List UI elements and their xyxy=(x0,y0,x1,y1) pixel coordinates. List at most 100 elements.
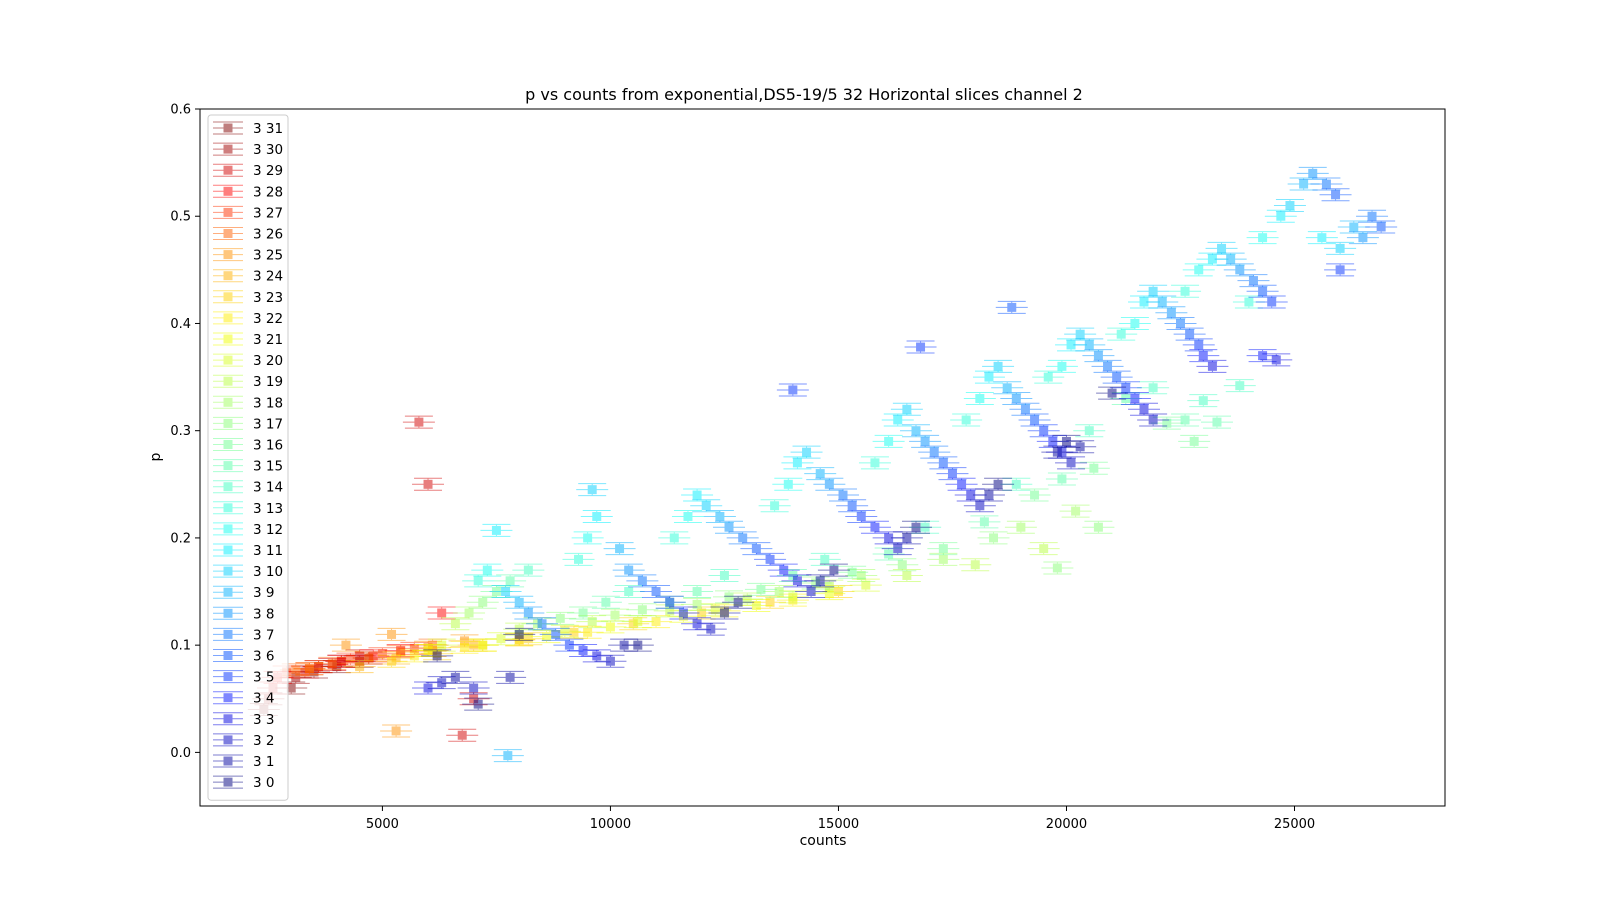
data-point xyxy=(1105,327,1138,341)
data-marker xyxy=(432,651,442,661)
data-marker xyxy=(1376,222,1386,232)
data-marker xyxy=(473,576,483,586)
data-marker xyxy=(884,436,894,446)
data-marker xyxy=(1299,179,1309,189)
data-marker xyxy=(692,619,702,629)
data-marker xyxy=(893,415,903,425)
data-point xyxy=(1264,209,1297,223)
data-marker xyxy=(902,570,912,580)
data-marker xyxy=(984,372,994,382)
data-marker xyxy=(815,469,825,479)
legend-item: 3 18 xyxy=(213,395,283,411)
data-marker xyxy=(437,608,447,618)
data-marker xyxy=(820,554,830,564)
data-marker xyxy=(501,587,511,597)
legend-swatch xyxy=(213,585,243,599)
legend-item: 3 29 xyxy=(213,163,283,179)
data-point xyxy=(858,520,891,534)
data-point xyxy=(918,445,951,459)
legend-label: 3 18 xyxy=(253,395,283,411)
data-point xyxy=(503,595,536,609)
legend-item: 3 19 xyxy=(213,374,283,390)
data-point xyxy=(1205,241,1238,255)
data-marker xyxy=(605,622,615,632)
data-point xyxy=(963,392,996,406)
legend-label: 3 9 xyxy=(253,585,274,601)
data-point xyxy=(1169,413,1202,427)
data-point xyxy=(512,606,545,620)
legend-swatch xyxy=(213,205,243,219)
data-point xyxy=(945,477,978,491)
data-marker xyxy=(806,587,816,597)
data-marker xyxy=(1198,351,1208,361)
data-marker xyxy=(1212,417,1222,427)
data-marker xyxy=(1107,388,1117,398)
data-marker xyxy=(514,629,524,639)
data-point xyxy=(580,649,613,663)
data-point xyxy=(548,624,581,638)
data-point xyxy=(836,565,869,579)
data-marker xyxy=(450,672,460,682)
data-point xyxy=(576,483,609,497)
data-point xyxy=(439,670,472,684)
data-point xyxy=(1082,520,1115,534)
data-marker xyxy=(1358,233,1368,243)
data-marker xyxy=(437,678,447,688)
data-point xyxy=(457,692,490,706)
data-point xyxy=(462,697,495,711)
data-marker xyxy=(938,458,948,468)
data-point xyxy=(890,568,923,582)
legend-swatch xyxy=(213,670,243,684)
data-point xyxy=(453,606,486,620)
data-marker xyxy=(1093,522,1103,532)
legend-swatch xyxy=(213,269,243,283)
legend-label: 3 21 xyxy=(253,332,283,348)
data-marker xyxy=(788,385,798,395)
data-point xyxy=(1082,349,1115,363)
series-3-11 xyxy=(480,209,1338,537)
legend-label: 3 13 xyxy=(253,501,283,517)
data-marker xyxy=(1007,302,1017,312)
data-point xyxy=(448,640,481,654)
data-marker xyxy=(592,651,602,661)
data-marker xyxy=(1052,563,1062,573)
legend-swatch xyxy=(213,606,243,620)
data-marker xyxy=(692,587,702,597)
legend-swatch xyxy=(213,416,243,430)
data-marker xyxy=(1039,426,1049,436)
legend-label: 3 0 xyxy=(253,775,274,791)
data-marker xyxy=(1258,286,1268,296)
legend-item: 3 6 xyxy=(213,649,274,665)
x-tick-label: 25000 xyxy=(1274,817,1315,832)
data-marker xyxy=(788,570,798,580)
data-marker xyxy=(423,646,433,656)
legend-label: 3 30 xyxy=(253,142,283,158)
data-point xyxy=(503,627,536,641)
data-point xyxy=(380,651,413,665)
legend-label: 3 1 xyxy=(253,754,274,770)
data-point xyxy=(1118,316,1151,330)
data-marker xyxy=(792,576,802,586)
data-point xyxy=(1041,445,1074,459)
data-point xyxy=(1059,504,1092,518)
data-marker xyxy=(1030,490,1040,500)
data-marker xyxy=(610,610,620,620)
data-point xyxy=(375,654,408,668)
legend-item: 3 3 xyxy=(213,712,274,728)
data-point xyxy=(1169,284,1202,298)
data-marker xyxy=(1235,381,1245,391)
legend: 3 31 3 30 3 29 3 28 3 27 3 26 3 25 3 24 3 23 3 22… xyxy=(207,114,289,801)
data-marker xyxy=(1148,383,1158,393)
legend-label: 3 17 xyxy=(253,416,283,432)
data-point xyxy=(640,585,673,599)
data-marker xyxy=(523,634,533,644)
data-point xyxy=(1356,209,1389,223)
data-marker xyxy=(523,608,533,618)
data-point xyxy=(758,499,791,513)
data-point xyxy=(603,542,636,556)
data-point xyxy=(763,585,796,599)
data-marker xyxy=(605,656,615,666)
data-point xyxy=(890,402,923,416)
y-tick-label: 0.1 xyxy=(170,639,191,654)
data-marker xyxy=(701,501,711,511)
